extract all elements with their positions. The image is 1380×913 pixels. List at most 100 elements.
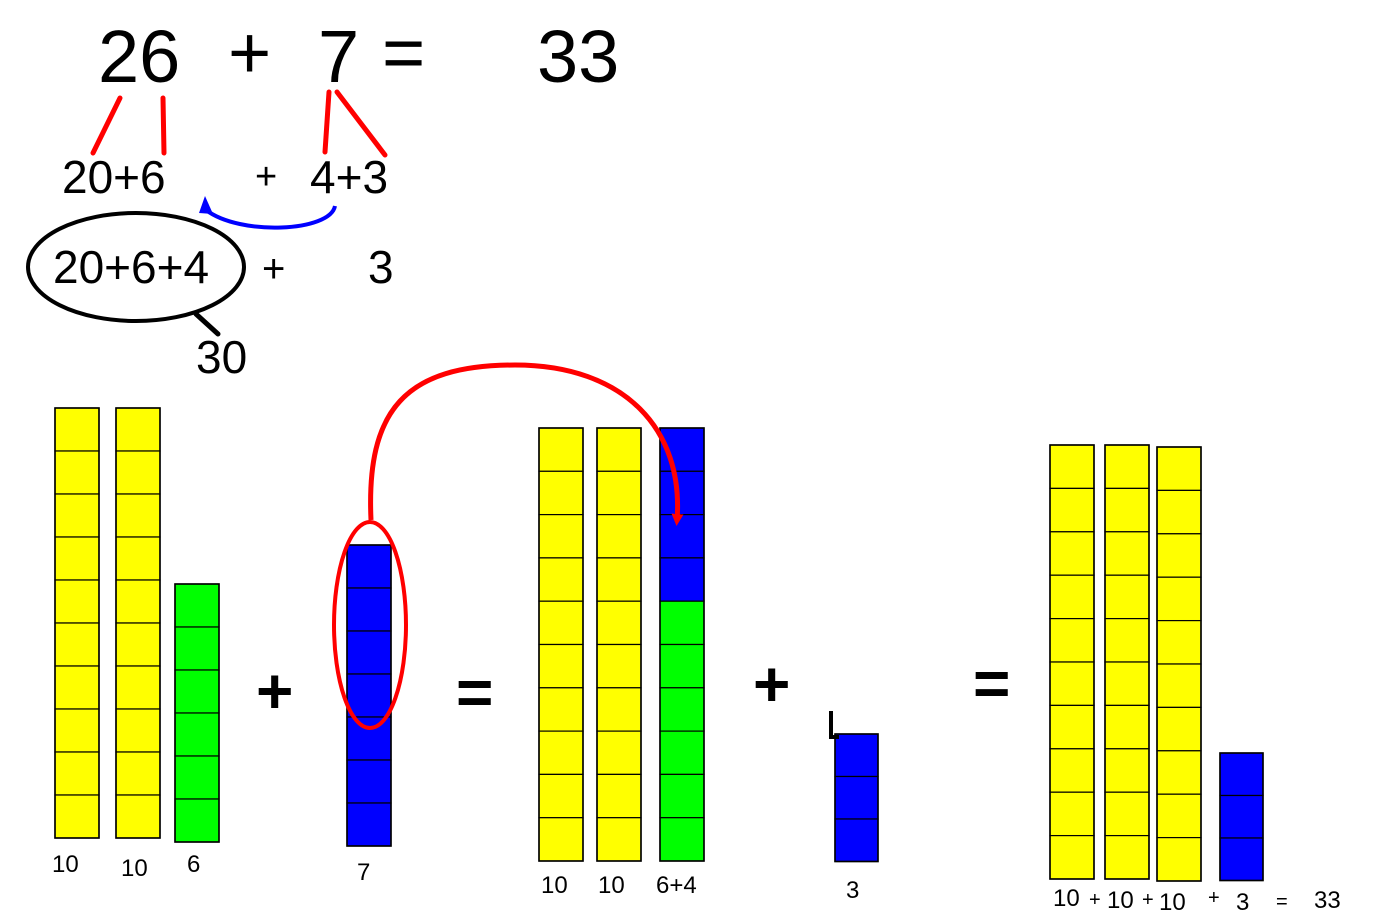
rod-group-e-3 <box>1156 446 1202 882</box>
unit-cube <box>54 708 100 753</box>
unit-cube <box>346 630 392 675</box>
rod-group-c-2 <box>596 427 642 862</box>
sum-term-ten-1: 10 <box>1053 885 1080 912</box>
unit-cube <box>1156 446 1202 492</box>
unit-cube <box>1156 706 1202 752</box>
rod-outline <box>1219 752 1264 882</box>
split-lines <box>90 89 388 158</box>
unit-cube <box>174 669 220 714</box>
unit-cube <box>54 665 100 710</box>
unit-cube <box>596 773 642 819</box>
rod-outline <box>1104 444 1150 880</box>
rod-group-c-1 <box>538 427 584 862</box>
blocks-equals-sign-2: = <box>973 647 1010 719</box>
block-operators: + = + = <box>256 647 1010 728</box>
unit-cube <box>346 673 392 718</box>
unit-cube <box>54 794 100 839</box>
unit-cube <box>538 600 584 646</box>
rod-group-a-1 <box>54 407 100 839</box>
rod-label-seven: 7 <box>357 859 370 886</box>
unit-cube <box>1104 661 1150 707</box>
unit-cube <box>834 733 879 778</box>
sum-plus-3: + <box>1208 887 1220 909</box>
sum-plus-2: + <box>1142 889 1154 911</box>
unit-cube <box>1156 619 1202 665</box>
unit-cube <box>1219 837 1264 882</box>
unit-cube <box>538 730 584 775</box>
group-total-pointer <box>193 311 221 337</box>
rod-group-e-1 <box>1049 444 1095 880</box>
unit-cube <box>115 665 161 710</box>
unit-cube <box>834 775 879 820</box>
unit-cube <box>115 450 161 495</box>
unit-cube <box>538 470 584 516</box>
rod-outline <box>346 544 392 847</box>
unit-cube <box>1049 748 1095 793</box>
unit-cube <box>174 755 220 800</box>
unit-cube <box>538 687 584 732</box>
unit-cube <box>538 513 584 559</box>
unit-cube <box>1156 750 1202 795</box>
unit-cube <box>596 427 642 472</box>
sum-result: 33 <box>1314 887 1341 913</box>
unit-cube <box>659 687 705 732</box>
unit-cube <box>115 794 161 839</box>
unit-cube <box>1156 836 1202 882</box>
unit-cube <box>115 536 161 581</box>
unit-cube <box>54 450 100 495</box>
four-cubes-highlight <box>332 520 408 730</box>
unit-cube <box>1104 444 1150 490</box>
unit-cube <box>659 513 705 559</box>
decomposition-plus-sign: + <box>255 156 277 198</box>
unit-cube <box>1156 576 1202 622</box>
block-group-c <box>538 427 705 862</box>
equation-plus-sign: + <box>228 11 271 94</box>
rod-label-ten-a1: 10 <box>52 851 79 878</box>
unit-cube <box>174 798 220 843</box>
regroup-plus-sign: + <box>262 247 285 291</box>
unit-cube <box>115 751 161 796</box>
unit-cube <box>1219 794 1264 839</box>
blocks-plus-sign-1: + <box>256 655 293 727</box>
sum-equals: = <box>1276 891 1288 913</box>
unit-cube <box>1104 531 1150 576</box>
rod-group-a-3 <box>174 583 220 843</box>
unit-cube <box>1156 489 1202 535</box>
block-group-b <box>346 544 392 847</box>
unit-cube <box>1156 663 1202 709</box>
rod-group-d-1 <box>834 733 879 863</box>
rod-outline <box>115 407 161 839</box>
rod-outline <box>834 733 879 863</box>
unit-cube <box>1049 791 1095 837</box>
unit-cube <box>659 817 705 862</box>
unit-cube <box>659 557 705 602</box>
unit-cube <box>1049 574 1095 620</box>
unit-cube <box>596 513 642 559</box>
unit-cube <box>115 622 161 667</box>
unit-cube <box>596 470 642 516</box>
unit-cube <box>115 493 161 538</box>
blocks-equals-sign-1: = <box>456 656 493 728</box>
unit-cube <box>659 643 705 689</box>
rod-label-six-plus-four: 6+4 <box>656 872 697 899</box>
unit-cube <box>596 643 642 689</box>
sum-term-ten-3: 10 <box>1159 889 1186 913</box>
unit-cube <box>659 470 705 516</box>
unit-cube <box>596 600 642 646</box>
rod-group-e-4 <box>1219 752 1264 882</box>
rod-group-b-1 <box>346 544 392 847</box>
rod-outline <box>659 427 705 862</box>
unit-cube <box>54 579 100 624</box>
unit-cube <box>115 708 161 753</box>
equation-result: 33 <box>537 15 619 98</box>
group-ten-circle <box>26 211 246 323</box>
rod-label-ten-c1: 10 <box>541 872 568 899</box>
grouped-sum: 20+6+4 <box>53 241 209 293</box>
move-four-arc <box>204 205 337 230</box>
unit-cube <box>659 773 705 819</box>
unit-cube <box>834 818 879 863</box>
final-sum-line: 10 + 10 + 10 + 3 = 33 <box>1053 885 1341 913</box>
rod-group-e-2 <box>1104 444 1150 880</box>
unit-cube <box>346 759 392 804</box>
